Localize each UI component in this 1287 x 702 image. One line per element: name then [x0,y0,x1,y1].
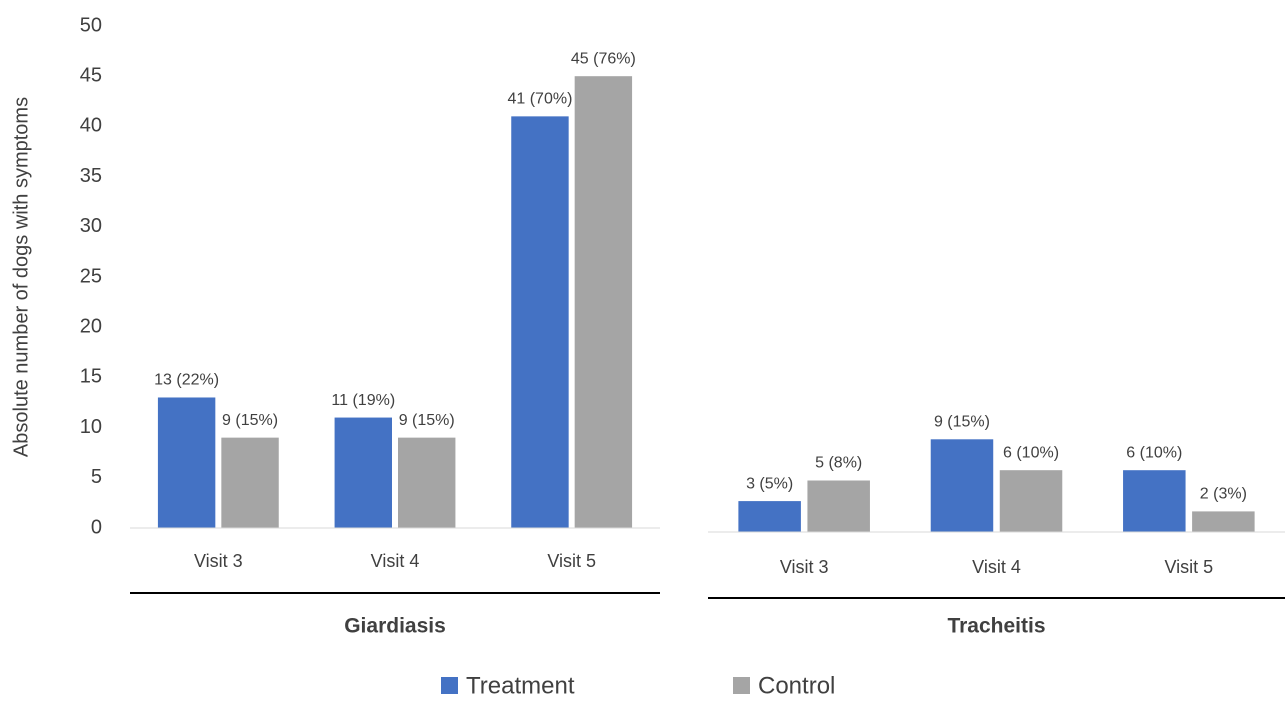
data-label: 6 (10%) [1003,444,1059,461]
y-axis-label: Absolute number of dogs with symptoms [10,97,32,457]
bar [334,417,392,528]
bar [1192,511,1255,532]
group-label: Giardiasis [344,615,446,638]
data-label: 45 (76%) [571,50,636,67]
data-label: 9 (15%) [222,412,278,429]
x-tick-label: Visit 5 [547,551,596,571]
data-label: 13 (22%) [154,372,219,389]
bar [574,76,633,528]
y-tick-label: 50 [80,14,102,36]
y-tick-label: 10 [80,416,102,438]
legend-swatch [733,677,750,694]
y-tick-label: 30 [80,215,102,237]
bar [157,397,216,528]
y-tick-label: 15 [80,366,102,388]
y-tick-label: 45 [80,64,102,86]
x-tick-label: Visit 3 [194,551,243,571]
bar [511,116,569,529]
bar [221,437,279,528]
y-tick-label: 20 [80,315,102,337]
bar [738,501,801,532]
legend-label: Treatment [466,672,575,699]
bar [1123,470,1186,532]
data-label: 11 (19%) [331,392,395,409]
y-tick-label: 0 [91,516,102,538]
x-tick-label: Visit 4 [371,551,420,571]
legend-label: Control [758,672,835,699]
y-tick-label: 5 [91,466,102,488]
x-tick-label: Visit 4 [972,557,1021,577]
y-tick-label: 25 [80,265,102,287]
bar [398,437,456,528]
y-tick-label: 40 [80,115,102,137]
bar [930,439,994,532]
data-label: 5 (8%) [815,455,862,472]
data-label: 3 (5%) [746,475,793,492]
data-label: 2 (3%) [1200,486,1247,503]
x-tick-label: Visit 3 [780,557,829,577]
data-label: 9 (15%) [934,414,990,431]
bar [807,480,870,532]
data-label: 41 (70%) [507,91,572,108]
y-tick-label: 35 [80,165,102,187]
data-label: 9 (15%) [399,412,455,429]
group-label: Tracheitis [947,615,1045,638]
x-tick-label: Visit 5 [1164,557,1213,577]
bar [999,470,1063,532]
legend-swatch [441,677,458,694]
data-label: 6 (10%) [1126,444,1182,461]
